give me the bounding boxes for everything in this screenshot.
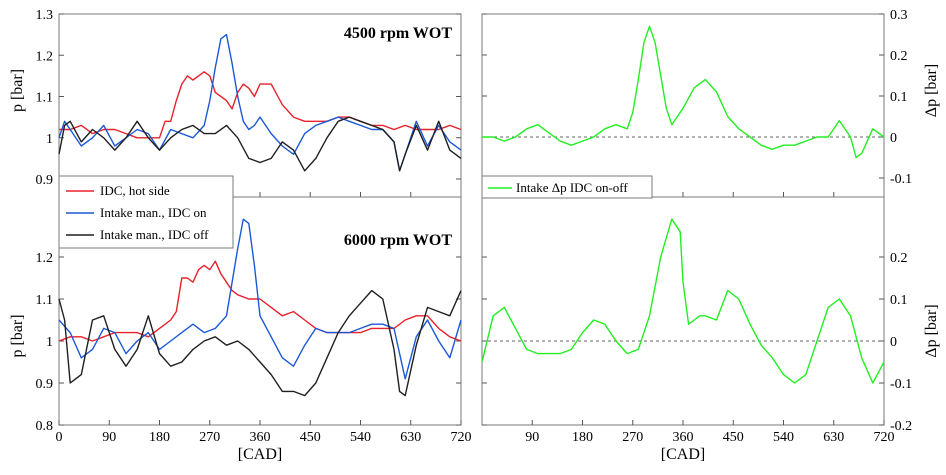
y-tick-label: 1: [46, 335, 53, 350]
panel-frame-top-right: [481, 13, 885, 198]
panel-title: 6000 rpm WOT: [344, 232, 452, 249]
legend-right: Intake Δp IDC on-off: [481, 175, 653, 199]
legend-box: [58, 175, 234, 249]
y-tick-label: -0.1: [890, 172, 912, 187]
legend-label: Intake Δp IDC on-off: [516, 180, 628, 195]
x-tick-label: 360: [673, 430, 694, 445]
x-tick-label: 90: [525, 430, 539, 445]
x-tick-label: 270: [199, 430, 220, 445]
y-tick-label: -0.2: [890, 419, 912, 434]
y-tick-label: -0.1: [890, 377, 912, 392]
y-axis-label: p [bar]: [9, 314, 26, 357]
y-tick-label: 0.2: [890, 49, 908, 64]
series-line-idc-hot-side: [59, 71, 462, 139]
x-tick-label: 540: [773, 430, 794, 445]
series-line-idc-hot-side: [58, 260, 462, 342]
x-tick-label: 450: [723, 430, 744, 445]
x-tick-label: 180: [572, 430, 593, 445]
y-axis-label: p [bar]: [9, 69, 26, 112]
x-tick-label: 180: [149, 430, 170, 445]
y-tick-label: 0.2: [890, 251, 908, 266]
y-tick-label: 1.2: [36, 49, 54, 64]
panel-frame-bottom-right: [481, 196, 885, 426]
y-tick-label: 1.2: [36, 251, 54, 266]
y-tick-label: 1.1: [36, 293, 54, 308]
series-line-intake-p-idc-on-off: [482, 25, 885, 159]
y-tick-label: 0.9: [36, 377, 54, 392]
y-tick-label: 0.9: [36, 173, 54, 188]
x-tick-label: 360: [250, 430, 271, 445]
y-tick-label: 1: [46, 132, 53, 147]
legend-label: Intake man., IDC off: [100, 227, 209, 242]
legend-label: IDC, hot side: [100, 183, 170, 198]
legend-left: IDC, hot side Intake man., IDC on Intake m…: [58, 175, 234, 249]
y-tick-label: 1.3: [36, 8, 54, 23]
series-line-intake-p-idc-on-off: [481, 218, 885, 384]
legend-label: Intake man., IDC on: [100, 205, 207, 220]
x-tick-label: 720: [874, 430, 895, 445]
series-line-intake-man-idc-off: [58, 116, 462, 172]
y-axis-label: Δp [bar]: [923, 304, 940, 357]
y-tick-label: 0.1: [890, 90, 908, 105]
y-tick-label: 0: [890, 335, 897, 350]
y-tick-label: 0.8: [36, 419, 54, 434]
x-tick-label: 0: [56, 430, 63, 445]
series-line-intake-man-idc-off: [58, 289, 462, 397]
x-axis-label: [CAD]: [238, 446, 282, 463]
x-tick-label: 630: [400, 430, 421, 445]
x-tick-label: 540: [350, 430, 371, 445]
panel-title: 4500 rpm WOT: [344, 25, 452, 42]
x-tick-label: 90: [102, 430, 116, 445]
x-tick-label: 630: [823, 430, 844, 445]
y-tick-label: 1.1: [36, 91, 54, 106]
x-axis-label: [CAD]: [661, 446, 705, 463]
y-tick-label: 0: [890, 131, 897, 146]
y-tick-label: 0.1: [890, 293, 908, 308]
y-tick-label: 0.3: [890, 8, 908, 23]
series-line-intake-man-idc-on: [58, 33, 462, 172]
x-tick-label: 450: [300, 430, 321, 445]
x-tick-label: 270: [622, 430, 643, 445]
legend-box: [481, 175, 653, 199]
x-tick-label: 720: [451, 430, 472, 445]
y-axis-label: Δp [bar]: [923, 64, 940, 117]
